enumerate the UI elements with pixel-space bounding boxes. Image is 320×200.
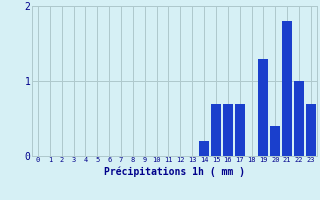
Bar — [199, 141, 209, 156]
Bar — [258, 58, 268, 156]
Bar — [270, 126, 280, 156]
Bar — [223, 104, 233, 156]
Bar — [235, 104, 245, 156]
Bar — [306, 104, 316, 156]
Bar — [282, 21, 292, 156]
Bar — [211, 104, 221, 156]
X-axis label: Précipitations 1h ( mm ): Précipitations 1h ( mm ) — [104, 166, 245, 177]
Bar — [294, 81, 304, 156]
